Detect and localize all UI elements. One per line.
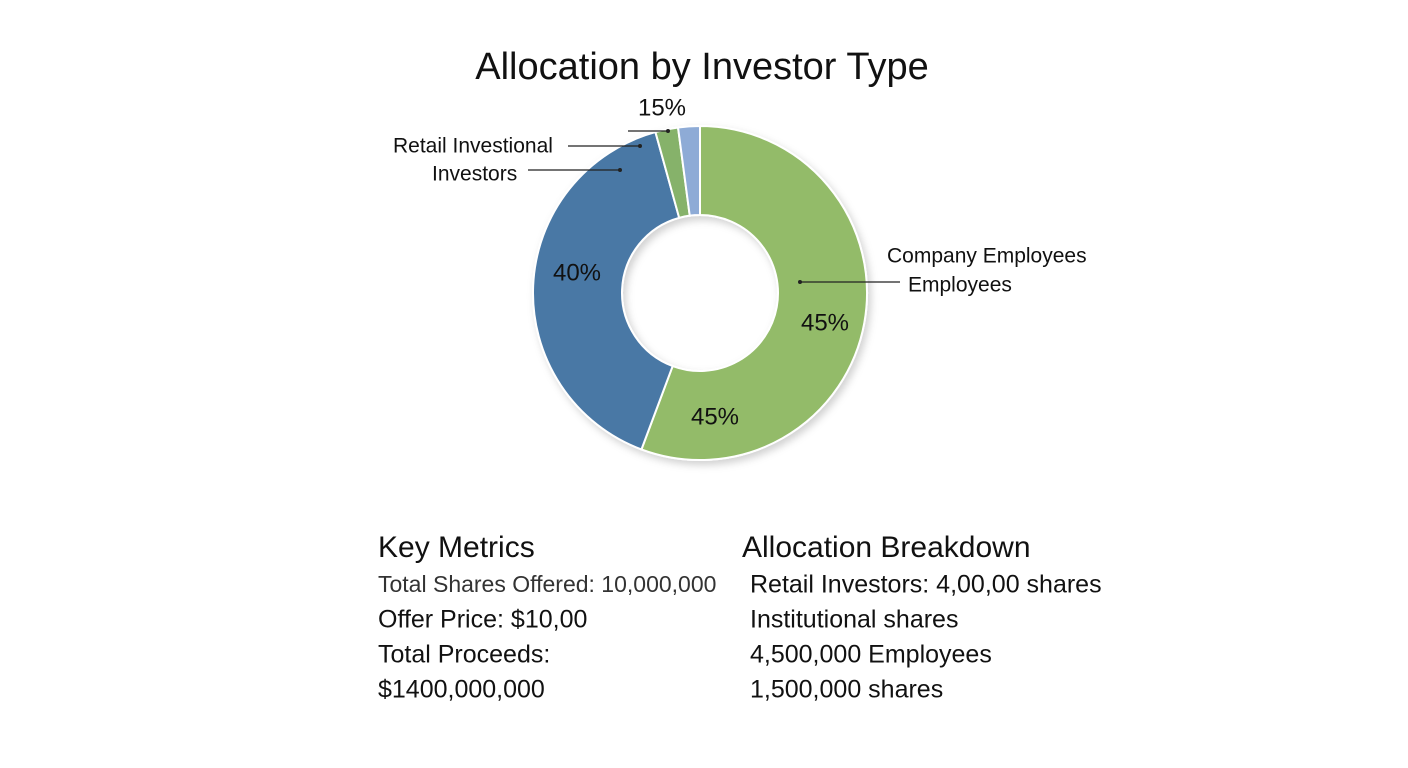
allocation-breakdown-heading: Allocation Breakdown — [742, 531, 1031, 564]
allocation-breakdown-line: Retail Investors: 4,00,00 shares — [750, 571, 1102, 599]
annotation: 45% — [801, 309, 849, 336]
annotation: Employees — [908, 274, 1012, 297]
allocation-breakdown-line: 4,500,000 Employees — [750, 641, 992, 669]
allocation-breakdown-line: Institutional shares — [750, 606, 958, 634]
donut-slice — [532, 130, 681, 451]
donut-slice — [640, 124, 868, 461]
annotation: 40% — [553, 259, 601, 286]
key-metrics-line: Offer Price: $10,00 — [378, 606, 587, 634]
leader-dot — [666, 129, 670, 133]
annotation: Company Employees — [887, 245, 1087, 268]
annotation: Investors — [432, 163, 517, 186]
key-metrics-line: $1400,000,000 — [378, 676, 545, 704]
annotation: Retail Investional — [393, 135, 553, 158]
annotation: 45% — [691, 403, 739, 430]
donut-slice — [676, 124, 701, 217]
leader-dot — [798, 280, 802, 284]
annotations: 15% Retail Investional Investors Company Em… — [393, 94, 1087, 430]
text-panels: Key Metrics Total Shares Offered: 10,000,… — [378, 531, 1102, 704]
leader-dot — [638, 144, 642, 148]
annotation: 15% — [638, 94, 686, 121]
key-metrics-line: Total Shares Offered: 10,000,000 — [378, 571, 716, 597]
leader-dot — [618, 168, 622, 172]
key-metrics-heading: Key Metrics — [378, 531, 535, 564]
allocation-breakdown-line: 1,500,000 shares — [750, 676, 943, 704]
donut — [532, 124, 868, 461]
chart-title: Allocation by Investor Type — [475, 46, 928, 88]
key-metrics-line: Total Proceeds: — [378, 641, 550, 669]
